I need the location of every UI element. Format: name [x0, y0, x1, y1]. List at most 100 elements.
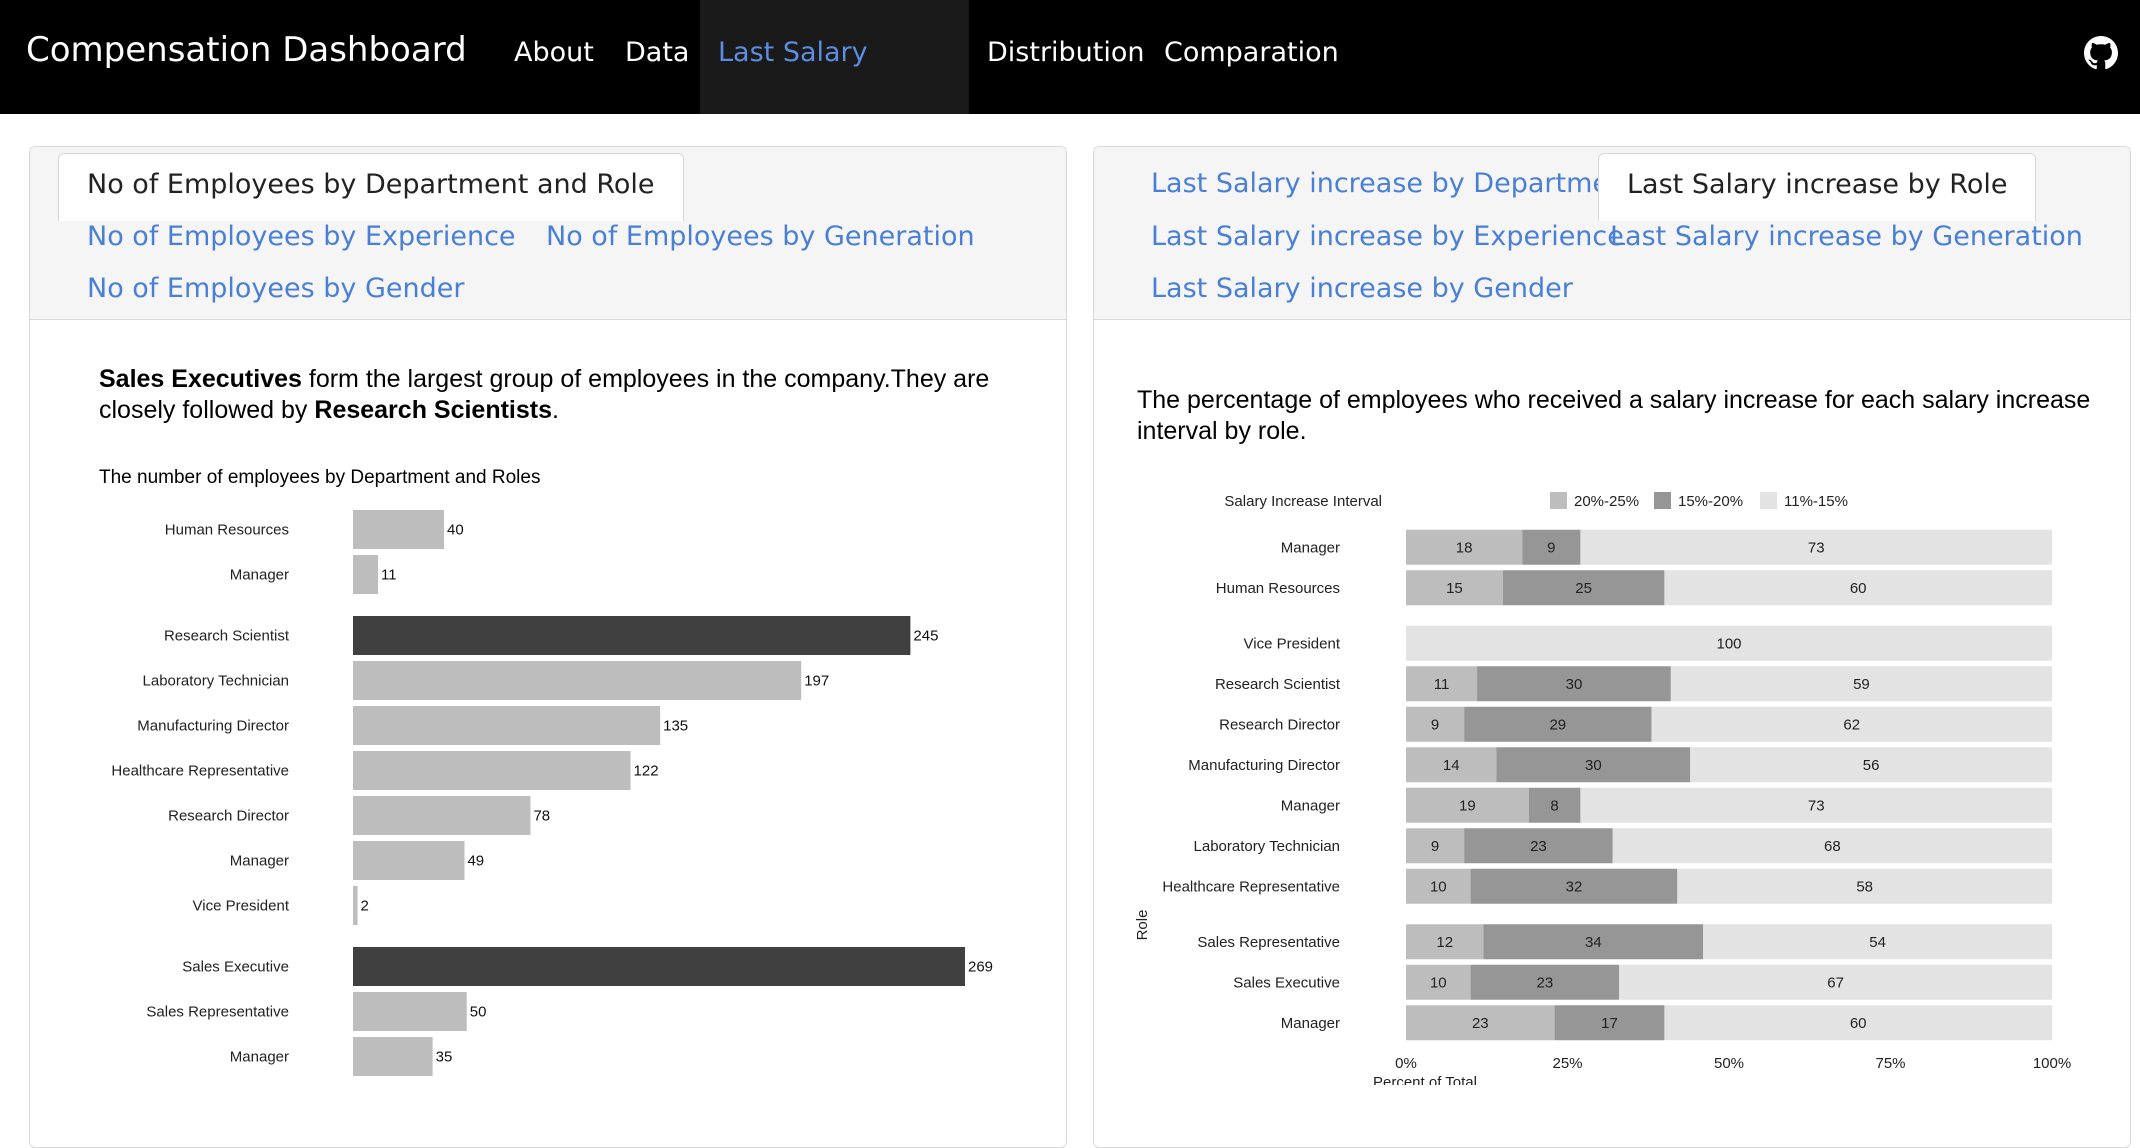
- value-label: 197: [804, 673, 829, 690]
- intro-highlight-1: Sales Executives: [99, 365, 302, 393]
- value-label: 122: [634, 763, 659, 780]
- segment-value: 17: [1601, 1015, 1618, 1032]
- value-label: 11: [381, 567, 397, 584]
- segment-research-development-manager-11-15: [1580, 787, 2052, 823]
- value-label: 35: [436, 1049, 453, 1066]
- segment-value: 32: [1566, 878, 1583, 895]
- segment-value: 18: [1456, 539, 1473, 556]
- tab-employees-by-generation[interactable]: No of Employees by Generation: [546, 221, 975, 252]
- category-label: Laboratory Technician: [143, 673, 289, 690]
- role-label: Vice President: [1244, 635, 1341, 652]
- bar-research-development-manufacturing-director: [353, 706, 661, 745]
- segment-research-development-laboratory-technician-11-15: [1612, 828, 2052, 864]
- intro-text-1: form the largest group of employees in t…: [99, 365, 990, 424]
- segment-value: 9: [1431, 716, 1439, 733]
- bar-research-development-research-scientist: [353, 616, 911, 655]
- value-label: 2: [361, 898, 369, 915]
- segment-value: 58: [1856, 878, 1873, 895]
- role-label: Manufacturing Director: [1188, 757, 1340, 774]
- salary-tabbar: Last Salary increase by Department Last …: [1094, 147, 2130, 320]
- legend-swatch-20-25: [1550, 492, 1567, 509]
- legend-swatch-15-20: [1654, 492, 1671, 509]
- segment-research-development-healthcare-representative-20-25: [1406, 868, 1471, 904]
- group-label: Sales: [1353, 963, 1370, 1001]
- segment-value: 8: [1550, 797, 1558, 814]
- bar-research-development-vice-president: [353, 886, 358, 925]
- value-label: 135: [663, 718, 688, 735]
- nav-data[interactable]: Data: [625, 37, 690, 68]
- tab-employees-by-experience[interactable]: No of Employees by Experience: [87, 221, 516, 252]
- tab-salary-by-role[interactable]: Last Salary increase by Role: [1598, 153, 2037, 221]
- tab-employees-by-gender[interactable]: No of Employees by Gender: [87, 273, 465, 304]
- segment-value: 10: [1430, 878, 1447, 895]
- segment-research-development-healthcare-representative-11-15: [1677, 868, 2052, 904]
- segment-value: 23: [1537, 974, 1554, 991]
- segment-value: 73: [1808, 539, 1825, 556]
- navbar: Compensation Dashboard About Data Last S…: [0, 0, 2140, 174]
- nav-comparation[interactable]: Comparation: [1164, 37, 1339, 68]
- nav-distribution[interactable]: Distribution: [987, 37, 1145, 68]
- bar-human-resources-human-resources: [353, 510, 445, 549]
- role-label: Human Resources: [1216, 580, 1340, 597]
- segment-value: 29: [1549, 716, 1566, 733]
- category-label: Healthcare Representative: [111, 763, 289, 780]
- salary-increase-panel: Last Salary increase by Department Last …: [1093, 146, 2131, 1148]
- salary-intro: The percentage of employees who received…: [1137, 386, 2091, 445]
- value-label: 78: [533, 808, 550, 825]
- tab-salary-by-gender[interactable]: Last Salary increase by Gender: [1151, 273, 1573, 304]
- segment-sales-sales-executive-15-20: [1470, 964, 1620, 1000]
- segment-value: 68: [1824, 838, 1841, 855]
- segment-value: 54: [1869, 934, 1886, 951]
- group-label: Human Resources: [1353, 505, 1370, 629]
- segment-value: 23: [1530, 838, 1547, 855]
- segment-value: 10: [1430, 974, 1447, 991]
- employees-tabbar: No of Employees by Department and Role N…: [30, 147, 1066, 320]
- bar-sales-sales-executive: [353, 947, 965, 986]
- segment-human-resources-human-resources-11-15: [1664, 570, 2052, 606]
- tab-salary-by-experience[interactable]: Last Salary increase by Experience: [1151, 221, 1624, 252]
- intro-highlight-2: Research Scientists: [314, 396, 553, 424]
- nav-last-salary-increase[interactable]: Last Salary Increase: [700, 0, 969, 174]
- segment-value: 30: [1585, 757, 1602, 774]
- role-label: Research Scientist: [1215, 676, 1341, 693]
- github-icon[interactable]: [2084, 36, 2118, 70]
- segment-sales-manager-20-25: [1406, 1005, 1555, 1041]
- category-label: Research Director: [168, 808, 289, 825]
- role-label: Sales Representative: [1197, 934, 1340, 951]
- segment-value: 62: [1843, 716, 1860, 733]
- segment-research-development-research-scientist-20-25: [1406, 666, 1478, 702]
- segment-research-development-manufacturing-director-20-25: [1406, 747, 1497, 783]
- segment-sales-manager-11-15: [1664, 1005, 2052, 1041]
- group-label: Human Resources: [304, 497, 321, 614]
- tab-salary-by-generation[interactable]: Last Salary increase by Generation: [1610, 221, 2083, 252]
- app-brand[interactable]: Compensation Dashboard: [26, 30, 467, 70]
- segment-value: 14: [1443, 757, 1460, 774]
- salary-stacked-bar-chart: Salary Increase Interval 20%-25% 15%-20% 11…: [1134, 492, 2071, 1085]
- segment-research-development-research-director-20-25: [1406, 706, 1465, 742]
- tab-employees-by-department-role[interactable]: No of Employees by Department and Role: [58, 153, 684, 221]
- bar-human-resources-manager: [353, 555, 379, 594]
- category-label: Sales Representative: [146, 1004, 289, 1021]
- segment-human-resources-manager-15-20: [1522, 529, 1581, 565]
- bar-sales-sales-representative: [353, 992, 467, 1031]
- tab-salary-by-department[interactable]: Last Salary increase by Department: [1151, 168, 1637, 199]
- category-label: Sales Executive: [182, 959, 289, 976]
- segment-value: 56: [1863, 757, 1880, 774]
- role-label: Sales Executive: [1233, 974, 1340, 991]
- x-tick-label: 100%: [2033, 1055, 2071, 1072]
- segment-value: 73: [1808, 797, 1825, 814]
- role-label: Research Director: [1219, 716, 1340, 733]
- segment-research-development-research-scientist-11-15: [1670, 666, 2052, 702]
- segment-research-development-manufacturing-director-15-20: [1496, 747, 1691, 783]
- segment-sales-sales-executive-11-15: [1619, 964, 2052, 1000]
- segment-value: 9: [1431, 838, 1439, 855]
- segment-value: 15: [1446, 580, 1463, 597]
- segment-sales-sales-representative-15-20: [1483, 924, 1704, 960]
- group-label: Sales: [304, 993, 321, 1031]
- bar-research-development-research-director: [353, 796, 531, 835]
- category-label: Manufacturing Director: [137, 718, 289, 735]
- segment-research-development-vice-president-11-15: [1406, 625, 2052, 661]
- x-tick-label: 0%: [1395, 1055, 1417, 1072]
- nav-about[interactable]: About: [514, 37, 594, 68]
- y-axis-title: Role: [1134, 910, 1151, 941]
